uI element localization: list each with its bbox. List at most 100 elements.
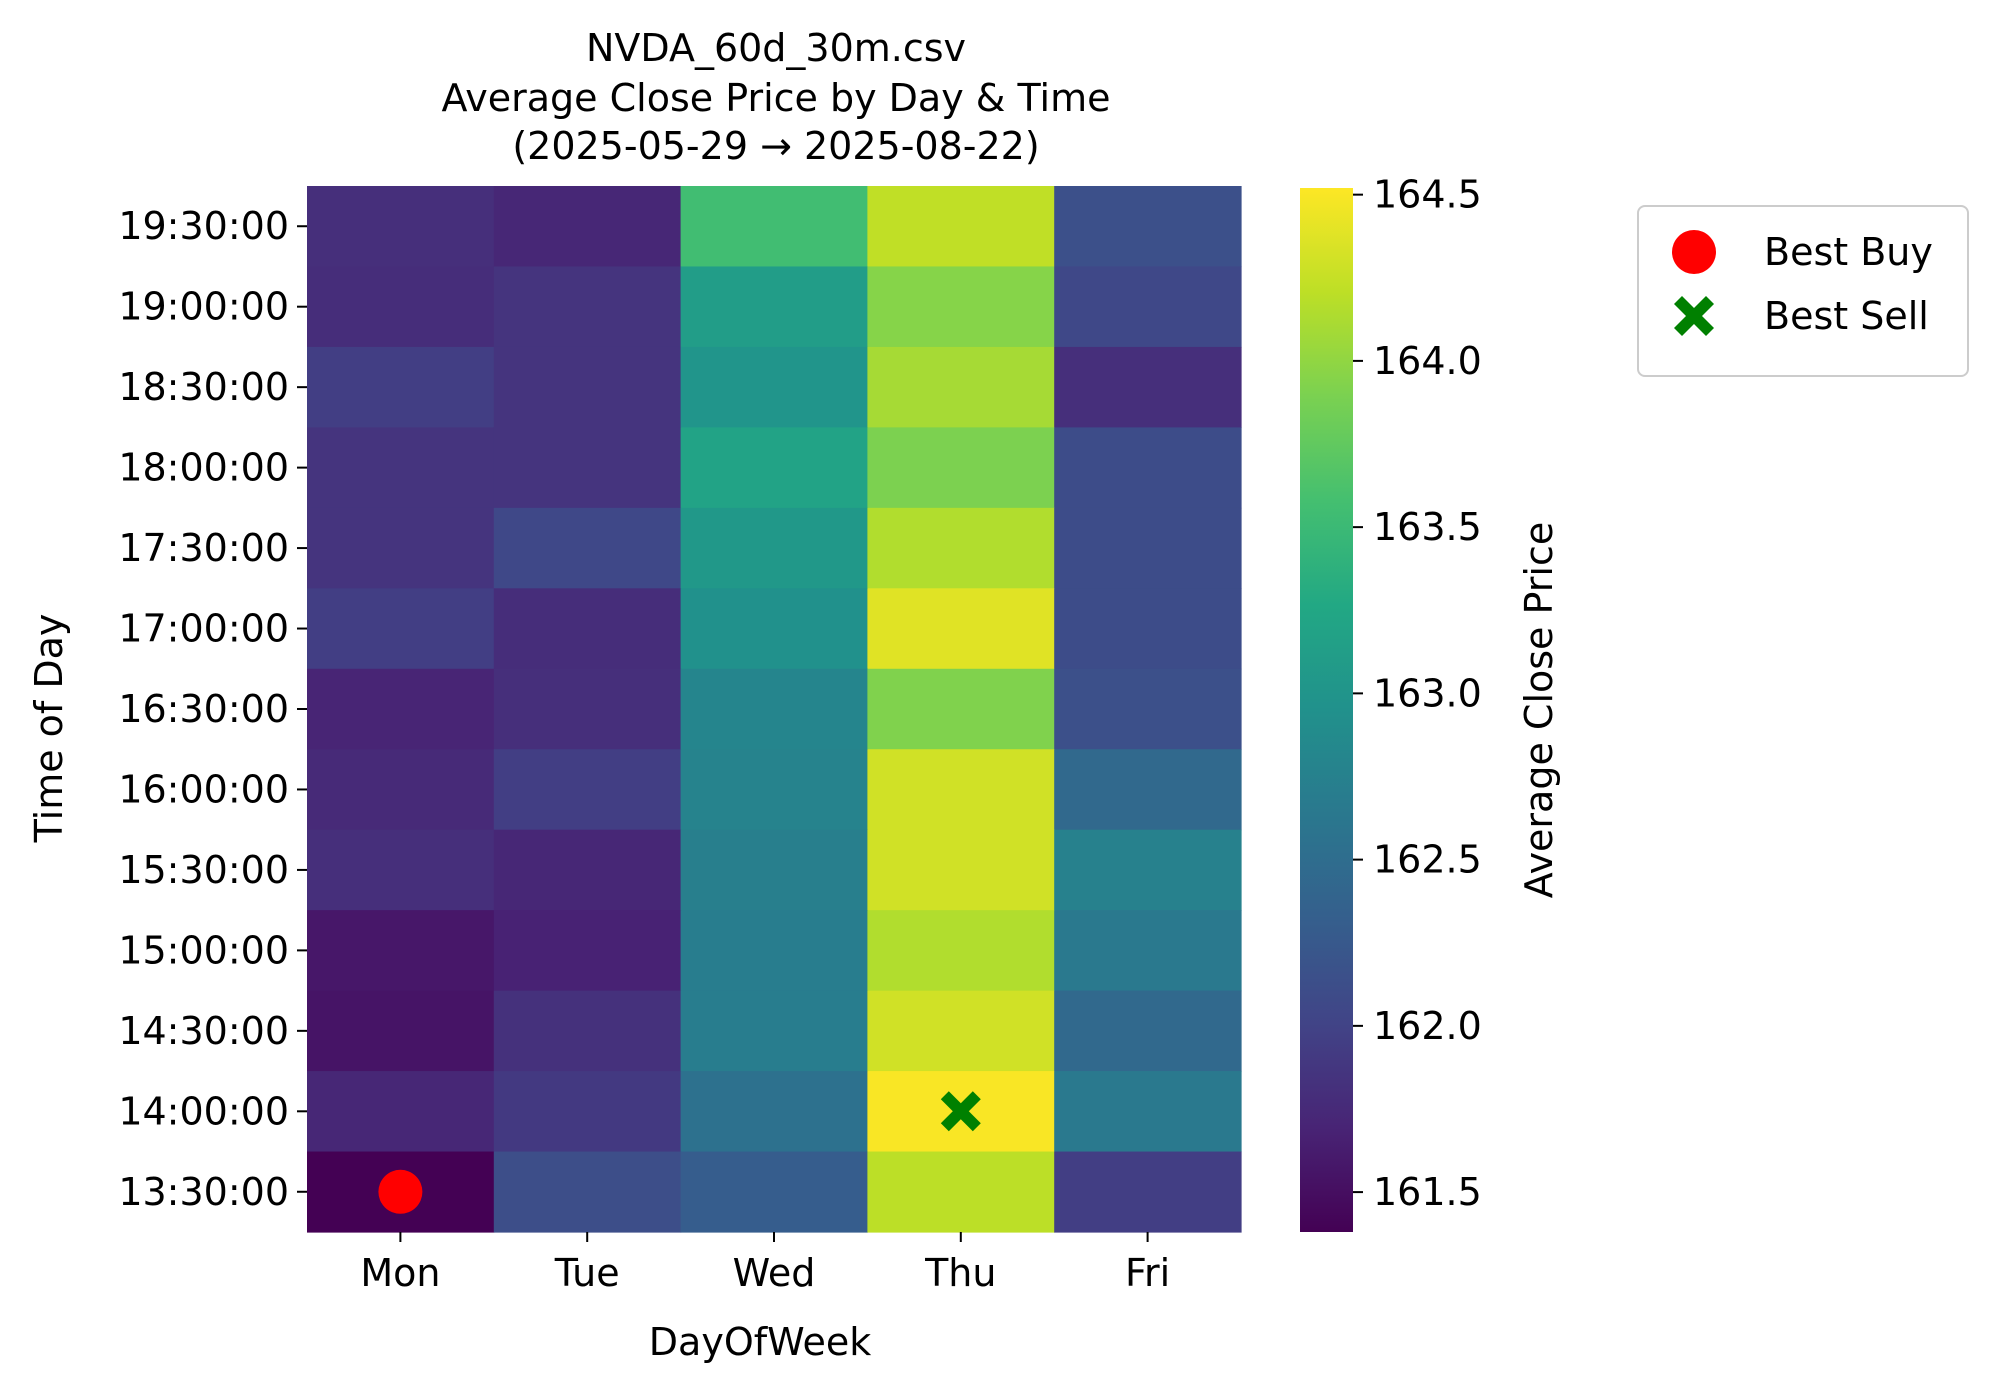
- heatmap-cell: [493, 668, 682, 750]
- colorbar-tick-label: 163.5: [1373, 505, 1482, 549]
- x-tick-label: Tue: [554, 1251, 620, 1295]
- heatmap-cell: [1054, 1071, 1242, 1153]
- y-axis-ticks: 19:30:00 19:00:00 18:30:00 18:00:00 17:30:00…: [118, 204, 307, 1214]
- colorbar-tick-label: 164.0: [1373, 339, 1482, 383]
- heatmap-cell: [307, 990, 495, 1072]
- heatmap-cell: [867, 910, 1055, 992]
- heatmap-cell: [493, 1071, 682, 1153]
- chart-title-line-2: Average Close Price by Day & Time: [441, 76, 1111, 120]
- heatmap-cell: [493, 346, 682, 428]
- y-tick-label: 18:30:00: [118, 365, 289, 409]
- heatmap-cell: [680, 990, 868, 1072]
- heatmap-cell: [867, 427, 1055, 509]
- heatmap-cell: [1054, 507, 1242, 589]
- heatmap-cell: [867, 749, 1055, 831]
- heatmap-cell: [1054, 749, 1242, 831]
- heatmap-cell: [307, 266, 495, 348]
- legend-label-best-sell: Best Sell: [1764, 294, 1929, 338]
- markers: [378, 1091, 981, 1214]
- heatmap-cell: [1054, 668, 1242, 750]
- heatmap-cell: [680, 1071, 868, 1153]
- heatmap-cell: [680, 910, 868, 992]
- heatmap-cell: [867, 346, 1055, 428]
- y-tick-label: 19:00:00: [118, 285, 289, 329]
- heatmap-cell: [867, 186, 1055, 268]
- colorbar: [1300, 188, 1353, 1232]
- colorbar-ticks: 161.5 162.0 162.5 163.0 163.5 164.0 164.5: [1353, 173, 1482, 1214]
- heatmap-cell: [307, 427, 495, 509]
- best-sell-marker: [940, 1091, 981, 1132]
- heatmap-cell: [307, 186, 495, 268]
- heatmap-cell: [867, 507, 1055, 589]
- colorbar-tick-label: 164.5: [1373, 173, 1482, 217]
- heatmap-cell: [680, 186, 868, 268]
- heatmap-cell: [1054, 346, 1242, 428]
- chart-title-line-3: (2025-05-29 → 2025-08-22): [512, 124, 1040, 168]
- y-tick-label: 14:30:00: [118, 1009, 289, 1053]
- y-tick-label: 16:00:00: [118, 767, 289, 811]
- y-tick-label: 15:30:00: [118, 848, 289, 892]
- y-tick-label: 13:30:00: [118, 1170, 289, 1214]
- heatmap-cell: [493, 910, 682, 992]
- heatmap-cell: [867, 668, 1055, 750]
- colorbar-tick-label: 161.5: [1373, 1170, 1482, 1214]
- heatmap-cell: [680, 749, 868, 831]
- heatmap-cell: [680, 507, 868, 589]
- heatmap-cell: [1054, 427, 1242, 509]
- y-axis-label: Time of Day: [27, 614, 71, 844]
- heatmap-cell: [493, 507, 682, 589]
- green-x-icon: [1674, 296, 1714, 336]
- heatmap-cell: [493, 749, 682, 831]
- heatmap-cell: [1054, 1151, 1242, 1233]
- x-tick-label: Fri: [1125, 1251, 1170, 1295]
- heatmap-cell: [1054, 186, 1242, 268]
- heatmap-cell: [493, 588, 682, 670]
- heatmap-cell: [1054, 829, 1242, 911]
- heatmap-cell: [1054, 990, 1242, 1072]
- heatmap-cell: [307, 507, 495, 589]
- heatmap-cell: [680, 346, 868, 428]
- heatmap-cell: [867, 588, 1055, 670]
- heatmap-cell: [307, 1071, 495, 1153]
- y-tick-label: 15:00:00: [118, 928, 289, 972]
- heatmap-cell: [307, 346, 495, 428]
- colorbar-label: Average Close Price: [1517, 522, 1561, 898]
- heatmap-cell: [680, 829, 868, 911]
- x-tick-label: Mon: [360, 1251, 440, 1295]
- heatmap-cell: [1054, 266, 1242, 348]
- heatmap-cell: [307, 829, 495, 911]
- heatmap-cell: [680, 668, 868, 750]
- y-tick-label: 14:00:00: [118, 1089, 289, 1133]
- heatmap-cell: [867, 990, 1055, 1072]
- heatmap-cell: [307, 588, 495, 670]
- legend-item-best-buy: Best Buy: [1669, 227, 1933, 277]
- y-tick-label: 19:30:00: [118, 204, 289, 248]
- heatmap-cell: [307, 910, 495, 992]
- colorbar-tick-label: 163.0: [1373, 671, 1482, 715]
- x-tick-label: Thu: [924, 1251, 996, 1295]
- heatmap-cell: [493, 427, 682, 509]
- heatmap-cell: [493, 990, 682, 1072]
- y-tick-label: 17:00:00: [118, 607, 289, 651]
- heatmap-cell: [680, 266, 868, 348]
- heatmap-cell: [867, 829, 1055, 911]
- colorbar-tick-label: 162.0: [1373, 1004, 1482, 1048]
- colorbar-tick-label: 162.5: [1373, 838, 1482, 882]
- heatmap-cell: [307, 668, 495, 750]
- legend-label-best-buy: Best Buy: [1764, 230, 1933, 274]
- heatmap-cell: [680, 588, 868, 670]
- heatmap-cell: [1054, 910, 1242, 992]
- heatmap-cell: [493, 829, 682, 911]
- red-circle-icon: [1672, 230, 1716, 274]
- heatmap-cell: [307, 749, 495, 831]
- legend: Best Buy Best Sell: [1637, 205, 1969, 377]
- heatmap-cell: [1054, 588, 1242, 670]
- y-tick-label: 17:30:00: [118, 526, 289, 570]
- heatmap-cell: [493, 266, 682, 348]
- x-axis-label: DayOfWeek: [649, 1320, 871, 1364]
- legend-item-best-sell: Best Sell: [1669, 291, 1929, 341]
- best-buy-marker: [378, 1169, 423, 1214]
- heatmap-cell: [867, 1151, 1055, 1233]
- x-tick-label: Wed: [733, 1251, 816, 1295]
